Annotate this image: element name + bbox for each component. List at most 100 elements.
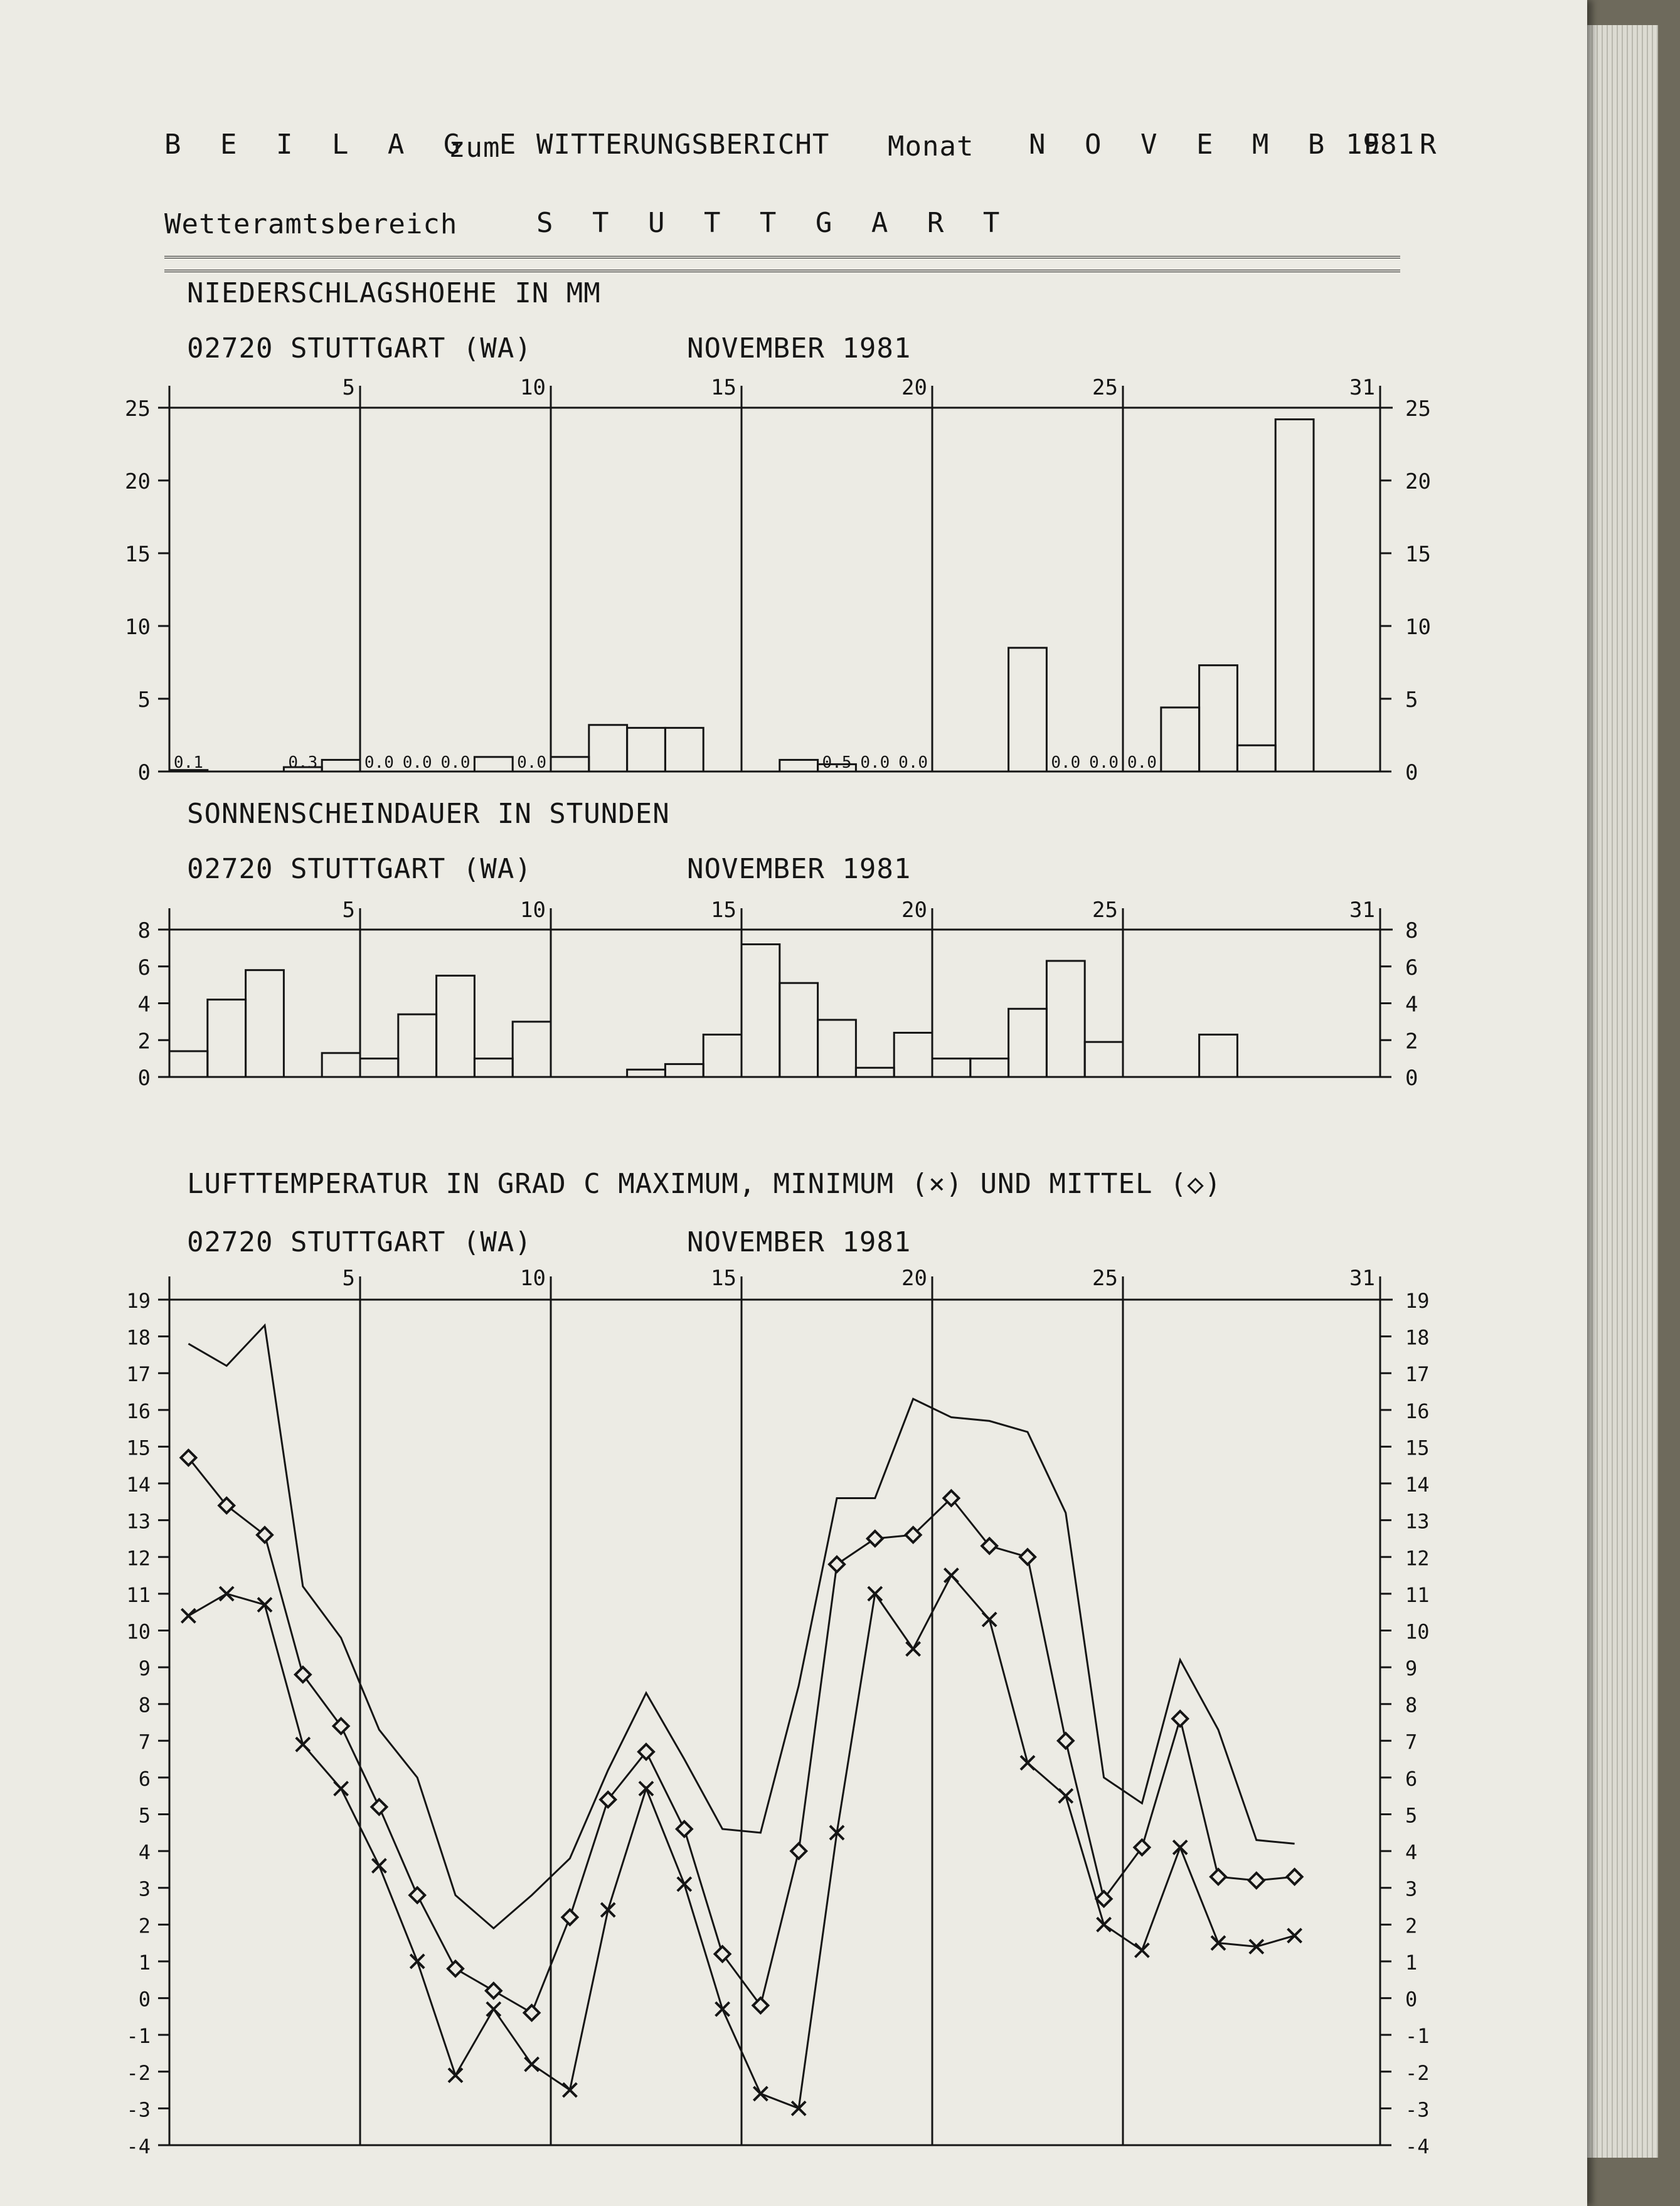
temp-ytick-label-right: 14 (1405, 1473, 1430, 1497)
temp-min-marker (447, 2067, 464, 2084)
precip-data-label: 0.0 (517, 753, 546, 772)
temp-day-tick-label: 15 (711, 1266, 736, 1291)
temp-min-marker (715, 2001, 731, 2017)
temp-ytick-label-right: 15 (1405, 1436, 1430, 1460)
temp-min-marker (600, 1902, 616, 1918)
sun-day-tick-label: 5 (343, 898, 355, 923)
precip-ytick-label-right: 0 (1405, 760, 1418, 785)
temp-mean-marker (1247, 1871, 1266, 1890)
temp-min-marker (943, 1567, 959, 1583)
sun-bar (321, 1052, 361, 1078)
header-zum: zum (449, 132, 501, 164)
precip-bar (588, 724, 629, 773)
sun-day-tick-label: 31 (1349, 898, 1375, 923)
temp-min-marker (295, 1736, 311, 1753)
precip-ytick-label-left: 25 (125, 396, 151, 422)
sun-ytick-label-left: 8 (138, 918, 151, 943)
temp-min-marker (676, 1876, 693, 1892)
temp-min-marker (1019, 1755, 1036, 1771)
sun-bar (473, 1058, 514, 1078)
temp-ytick-label-left: 16 (126, 1399, 151, 1423)
temp-ytick-label-left: -3 (126, 2097, 151, 2121)
temp-min-marker (638, 1781, 654, 1796)
temp-min-marker (1134, 1942, 1150, 1958)
temp-ytick-label-left: 7 (139, 1730, 151, 1754)
precip-ytick-label-left: 20 (125, 469, 151, 494)
temp-ytick-label-left: -4 (126, 2134, 151, 2158)
temp-min-marker (981, 1611, 997, 1628)
temp-mean-marker (1018, 1547, 1037, 1567)
sun-bar (1045, 960, 1086, 1078)
sun-ytick-label-left: 6 (138, 955, 151, 980)
precip-bar (664, 726, 704, 773)
double-rule-divider (164, 256, 1400, 272)
sun-bar (245, 969, 285, 1078)
temp-mean-marker (484, 1981, 503, 2000)
temp-ytick-label-left: 13 (126, 1510, 151, 1534)
temp-min-marker (486, 2001, 502, 2017)
sun-bar (1007, 1007, 1048, 1078)
sun-bar (1198, 1033, 1238, 1078)
sun-bar (435, 974, 476, 1078)
header-monat-label: Monat (888, 130, 974, 162)
precip-ytick-label-right: 15 (1405, 542, 1431, 567)
temp-min-marker (1172, 1839, 1188, 1855)
precip-station: 02720 STUTTGART (WA) (187, 332, 532, 364)
temp-station: 02720 STUTTGART (WA) (187, 1226, 532, 1258)
precip-day-tick-label: 10 (520, 375, 546, 400)
temp-mean-marker (1171, 1709, 1190, 1728)
temp-mean-marker (827, 1555, 846, 1574)
sun-bar (626, 1068, 666, 1078)
sun-ytick-label-right: 0 (1405, 1066, 1418, 1091)
sun-bar (168, 1050, 209, 1078)
temp-ytick-label-right: 9 (1405, 1657, 1417, 1680)
report-page: B E I L A G E zum WITTERUNGSBERICHT Mona… (0, 0, 1587, 2206)
precip-data-label: 0.0 (860, 753, 890, 772)
temp-mean-marker (1094, 1889, 1114, 1909)
temp-min-marker (371, 1858, 387, 1874)
precip-data-label: 0.1 (174, 753, 203, 772)
temp-ytick-label-left: 8 (139, 1694, 151, 1717)
temp-ytick-label-right: 7 (1405, 1730, 1417, 1754)
temp-min-marker (867, 1586, 883, 1602)
temp-ytick-label-left: -2 (126, 2061, 151, 2085)
sun-bar (740, 943, 781, 1078)
temp-day-tick-label: 31 (1349, 1266, 1375, 1291)
temp-day-tick-label: 20 (901, 1266, 927, 1291)
precip-bar (626, 726, 666, 773)
temp-mean-marker (942, 1488, 961, 1508)
temp-ytick-label-right: -3 (1405, 2097, 1430, 2121)
precip-bar (473, 756, 514, 773)
temp-mean-marker (980, 1536, 999, 1556)
temp-min-marker (752, 2086, 768, 2102)
temp-mean-marker (713, 1944, 732, 1964)
temp-mean-marker (674, 1820, 694, 1838)
temp-min-marker (1287, 1928, 1303, 1944)
temp-mean-marker (522, 2003, 541, 2022)
sun-bar (664, 1063, 704, 1078)
temp-ytick-label-right: 2 (1405, 1914, 1417, 1938)
temp-ytick-label-right: 12 (1405, 1546, 1430, 1570)
temp-ytick-label-right: -2 (1405, 2061, 1430, 2085)
precip-ytick-label-left: 10 (125, 615, 151, 640)
temp-ytick-label-right: 19 (1405, 1289, 1430, 1313)
sun-bar (969, 1058, 1010, 1078)
temp-ytick-label-right: 16 (1405, 1399, 1430, 1423)
temp-min-marker (180, 1608, 196, 1624)
temp-ytick-label-right: 18 (1405, 1326, 1430, 1350)
precip-day-tick-label: 5 (343, 375, 355, 400)
temp-ytick-label-left: 9 (139, 1657, 151, 1680)
sun-ytick-label-left: 4 (138, 992, 151, 1017)
precip-bar (817, 763, 857, 773)
precip-title: NIEDERSCHLAGSHOEHE IN MM (187, 277, 601, 309)
sun-bar (359, 1058, 400, 1078)
temp-mean-marker (560, 1907, 580, 1927)
temp-min-marker (1058, 1788, 1074, 1804)
sun-ytick-label-right: 2 (1405, 1029, 1418, 1054)
temp-mean-marker (293, 1665, 312, 1684)
temp-mean-marker (1209, 1867, 1228, 1886)
temp-ytick-label-left: 12 (126, 1546, 151, 1570)
temp-mean-marker (179, 1448, 198, 1467)
precip-ytick-label-left: 5 (138, 687, 151, 713)
precip-data-label: 0.0 (1089, 753, 1119, 772)
